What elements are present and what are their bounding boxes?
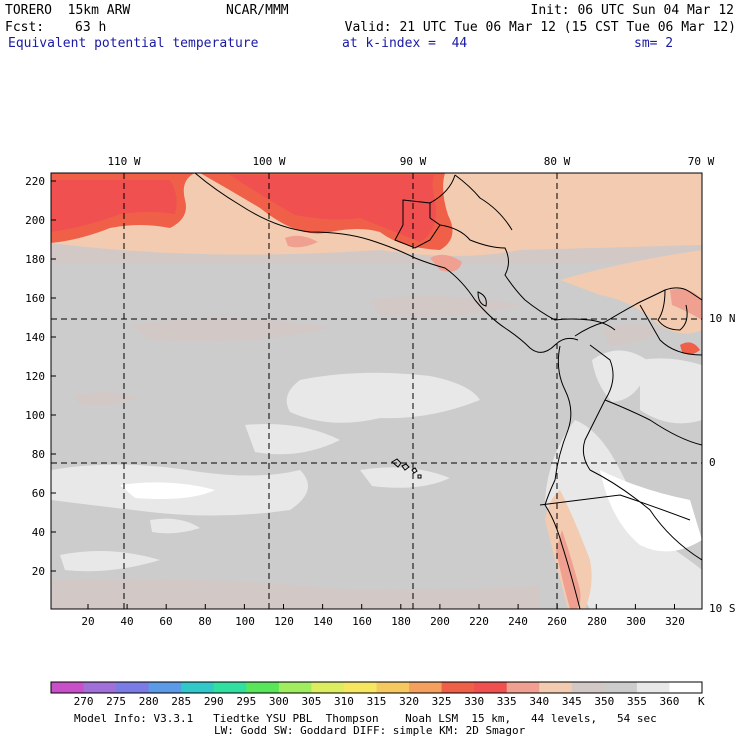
graticule <box>51 173 702 609</box>
colorbar-swatch <box>409 682 443 693</box>
x-tick-label: 220 <box>469 615 489 628</box>
smoothing-label: sm= 2 <box>634 36 674 51</box>
colorbar-label: 310 <box>334 695 354 708</box>
x-tick-label: 100 <box>235 615 255 628</box>
forecast-label: Fcst: <box>5 20 45 35</box>
colorbar-label: 355 <box>627 695 647 708</box>
x-tick-label: 180 <box>391 615 411 628</box>
y-tick-label: 200 <box>25 214 45 227</box>
colorbar-label: 340 <box>529 695 549 708</box>
colorbar-label: 325 <box>432 695 452 708</box>
lon-label: 90 W <box>400 155 427 168</box>
lat-label: 0 <box>709 456 716 469</box>
colorbar-swatch <box>311 682 345 693</box>
x-tick-marks <box>87 604 675 609</box>
y-tick-label: 100 <box>25 409 45 422</box>
x-tick-label: 300 <box>626 615 646 628</box>
coastlines <box>194 173 702 609</box>
colorbar-label: 320 <box>399 695 419 708</box>
forecast-hours: 63 h <box>75 20 107 35</box>
colorbar-label: 345 <box>562 695 582 708</box>
model-title: TORERO 15km ARW <box>5 3 131 18</box>
colorbar-labels: 270 275 280 285 290 295 300 305 310 315 320 325 330 3… <box>74 695 680 708</box>
level-label: at k-index = 44 <box>342 36 468 51</box>
colorbar-label: 270 <box>74 695 94 708</box>
init-time: Init: 06 UTC Sun 04 Mar 12 <box>530 3 735 18</box>
lat-label: 10 S <box>709 602 736 615</box>
colorbar-label: 290 <box>204 695 224 708</box>
colorbar-label: 275 <box>106 695 126 708</box>
colorbar-swatch <box>376 682 410 693</box>
map-frame <box>50 172 703 610</box>
colorbar-unit: K <box>698 695 705 708</box>
x-tick-label: 20 <box>81 615 94 628</box>
y-tick-label: 120 <box>25 370 45 383</box>
y-tick-label: 80 <box>32 448 45 461</box>
colorbar-label: 360 <box>660 695 680 708</box>
x-tick-label: 80 <box>198 615 211 628</box>
y-tick-label: 140 <box>25 331 45 344</box>
colorbar-swatch <box>474 682 508 693</box>
colorbar-label: 315 <box>367 695 387 708</box>
colorbar-label: 305 <box>301 695 321 708</box>
colorbar-swatch <box>441 682 475 693</box>
colorbar-label: 335 <box>497 695 517 708</box>
lon-label: 80 W <box>544 155 571 168</box>
y-tick-label: 60 <box>32 487 45 500</box>
y-tick-label: 40 <box>32 526 45 539</box>
colorbar-label: 300 <box>269 695 289 708</box>
colorbar-swatch <box>669 682 703 693</box>
colorbar-swatch <box>604 682 638 693</box>
colorbar-swatch <box>539 682 573 693</box>
x-tick-label: 200 <box>430 615 450 628</box>
y-tick-label: 180 <box>25 253 45 266</box>
y-tick-marks <box>51 180 56 572</box>
colorbar-swatch <box>116 682 150 693</box>
colorbar-swatch <box>343 682 377 693</box>
lon-label: 110 W <box>107 155 140 168</box>
colorbar-swatch <box>51 682 85 693</box>
colorbar-label: 285 <box>171 695 191 708</box>
colorbar-frame <box>50 681 703 694</box>
colorbar-swatch <box>246 682 280 693</box>
colorbar-swatch <box>213 682 247 693</box>
colorbar-label: 295 <box>236 695 256 708</box>
lon-label: 70 W <box>688 155 715 168</box>
physics-info-line: LW: Godd SW: Goddard DIFF: simple KM: 2D… <box>214 724 526 737</box>
colorbar-swatch <box>83 682 117 693</box>
x-tick-label: 240 <box>508 615 528 628</box>
lon-label: 100 W <box>252 155 285 168</box>
valid-time: Valid: 21 UTC Tue 06 Mar 12 (15 CST Tue … <box>344 20 736 35</box>
x-tick-label: 40 <box>120 615 133 628</box>
colorbar-label: 280 <box>139 695 159 708</box>
colorbar-swatch <box>181 682 215 693</box>
colorbar-label: 350 <box>594 695 614 708</box>
x-tick-label: 260 <box>547 615 567 628</box>
y-tick-label: 20 <box>32 565 45 578</box>
colorbar-label: 330 <box>464 695 484 708</box>
x-tick-label: 320 <box>665 615 685 628</box>
x-tick-label: 280 <box>587 615 607 628</box>
colorbar-swatch <box>148 682 182 693</box>
field-name: Equivalent potential temperature <box>8 36 259 51</box>
colorbar-swatch <box>278 682 312 693</box>
y-tick-label: 160 <box>25 292 45 305</box>
x-tick-label: 160 <box>352 615 372 628</box>
colorbar-swatch <box>571 682 605 693</box>
model-info-line: Model Info: V3.3.1 Tiedtke YSU PBL Thomp… <box>74 712 657 725</box>
x-tick-label: 140 <box>313 615 333 628</box>
colorbar <box>51 682 703 693</box>
field-shading <box>51 173 702 609</box>
x-tick-label: 60 <box>159 615 172 628</box>
y-tick-label: 220 <box>25 175 45 188</box>
colorbar-swatch <box>506 682 540 693</box>
x-tick-label: 120 <box>274 615 294 628</box>
org-label: NCAR/MMM <box>226 3 289 18</box>
colorbar-swatch <box>636 682 670 693</box>
lat-label: 10 N <box>709 312 736 325</box>
